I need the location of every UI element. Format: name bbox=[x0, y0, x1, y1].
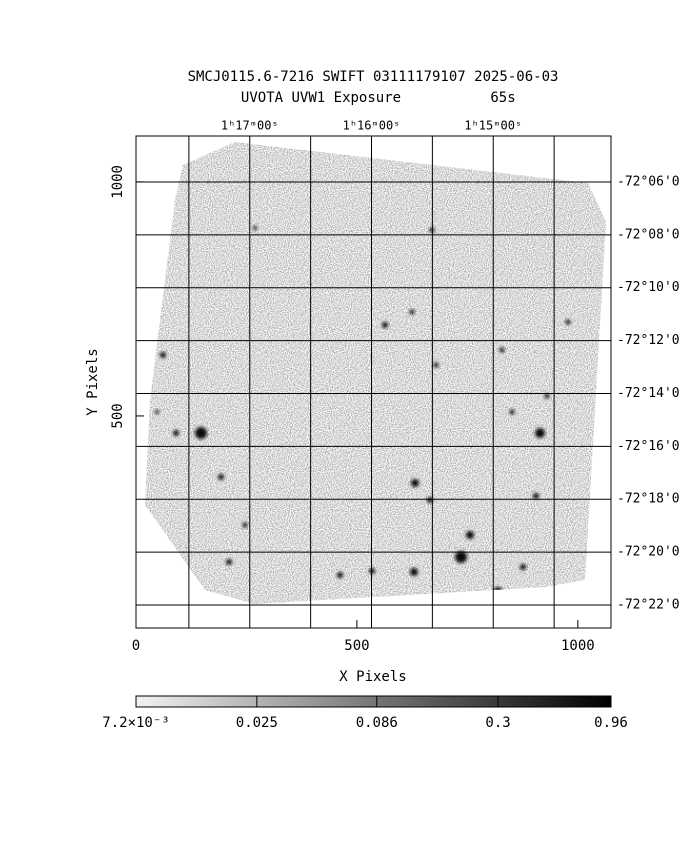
exposure: 65s bbox=[490, 90, 515, 106]
x-tick-label: 0 bbox=[132, 638, 140, 654]
dec-tick-label: -72°14'0 bbox=[617, 386, 680, 401]
colorbar bbox=[135, 695, 612, 708]
dec-tick-label: -72°06'0 bbox=[617, 174, 680, 189]
colorbar-tick-label: 0.3 bbox=[485, 715, 510, 731]
plot-frame bbox=[135, 135, 612, 629]
colorbar-tick-label: 0.96 bbox=[594, 715, 628, 731]
chart-title: SMCJ0115.6-7216 SWIFT 03111179107 2025-0… bbox=[188, 69, 559, 85]
dec-tick-label: -72°08'0 bbox=[617, 227, 680, 242]
sky-image bbox=[145, 142, 606, 604]
x-tick-label: 500 bbox=[344, 638, 369, 654]
colorbar-tick-label: 0.086 bbox=[356, 715, 398, 731]
dec-tick-label: -72°16'0 bbox=[617, 439, 680, 454]
x-axis-label: X Pixels bbox=[339, 669, 406, 685]
y-tick-label: 500 bbox=[110, 403, 126, 428]
dec-tick-label: -72°10'0 bbox=[617, 280, 680, 295]
ra-tick-label: 1ʰ15ᵐ00ˢ bbox=[464, 119, 522, 133]
x-tick-label: 1000 bbox=[561, 638, 595, 654]
dec-tick-label: -72°20'0 bbox=[617, 545, 680, 560]
dec-tick-label: -72°18'0 bbox=[617, 492, 680, 507]
ra-tick-label: 1ʰ16ᵐ00ˢ bbox=[343, 119, 401, 133]
y-tick-label: 1000 bbox=[110, 165, 126, 199]
y-axis-label: Y Pixels bbox=[85, 348, 101, 415]
dec-tick-label: -72°22'0 bbox=[617, 597, 680, 612]
dec-tick-label: -72°12'0 bbox=[617, 333, 680, 348]
colorbar-tick-label: 0.025 bbox=[236, 715, 278, 731]
subtitle: UVOTA UVW1 Exposure bbox=[241, 90, 401, 106]
colorbar-tick-label: 7.2×10⁻³ bbox=[102, 715, 169, 731]
ra-tick-label: 1ʰ17ᵐ00ˢ bbox=[221, 119, 279, 133]
